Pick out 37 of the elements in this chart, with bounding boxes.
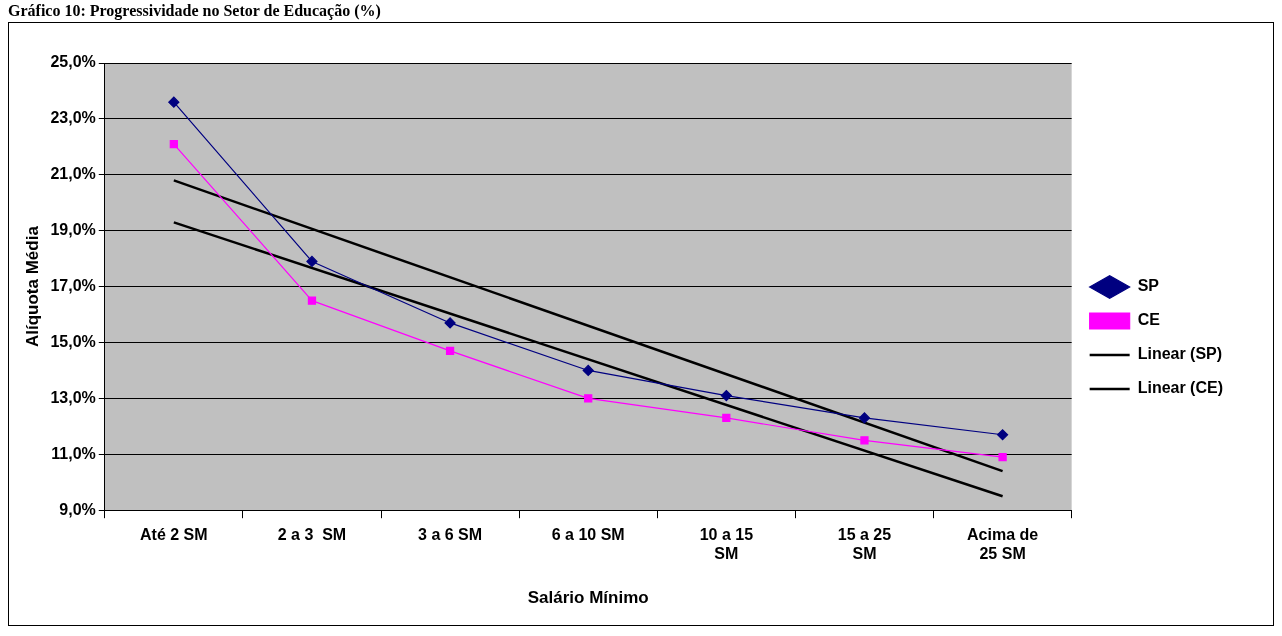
point: [860, 436, 869, 445]
y-tick-label: 9,0%: [59, 500, 96, 518]
y-tick-label: 13,0%: [50, 388, 96, 406]
y-tick-label: 23,0%: [50, 109, 96, 127]
x-tick-label: 10 a 15 SM: [699, 526, 754, 563]
chart-title: Gráfico 10: Progressividade no Setor de Educação (%): [8, 2, 382, 20]
x-tick-label: Acima de 25 SM: [967, 526, 1039, 563]
point: [858, 412, 871, 424]
legend-label: CE: [1137, 311, 1161, 329]
point: [307, 296, 317, 305]
x-axis-title: Salário Mínimo: [527, 588, 649, 608]
point: [582, 364, 594, 377]
y-axis-title: Alíquota Média: [22, 225, 42, 348]
y-tick-label: 17,0%: [50, 277, 96, 295]
legend-label: Linear (SP): [1137, 345, 1223, 363]
point: [720, 390, 732, 402]
x-tick-label: 15 a 25 SM: [837, 526, 892, 563]
y-tick-label: 19,0%: [50, 221, 96, 239]
x-tick-label: 6 a 10 SM: [551, 526, 625, 544]
point: [444, 317, 456, 329]
point: [998, 452, 1007, 462]
legend-label: Linear (CE): [1137, 379, 1223, 397]
x-tick-label: 3 a 6 SM: [418, 526, 483, 544]
y-tick-label: 15,0%: [50, 332, 96, 350]
y-tick-label: 25,0%: [50, 53, 96, 71]
legend-label: SP: [1137, 277, 1160, 295]
point: [445, 346, 455, 356]
point: [168, 96, 180, 108]
x-tick-label: 2 a 3 SM: [277, 526, 347, 544]
x-tick-label: Até 2 SM: [140, 526, 208, 544]
point: [722, 413, 731, 423]
y-tick-label: 21,0%: [50, 165, 96, 183]
point: [584, 394, 593, 403]
y-tick-label: 11,0%: [51, 444, 96, 462]
point: [306, 255, 318, 268]
point: [996, 429, 1009, 441]
point: [169, 139, 178, 149]
